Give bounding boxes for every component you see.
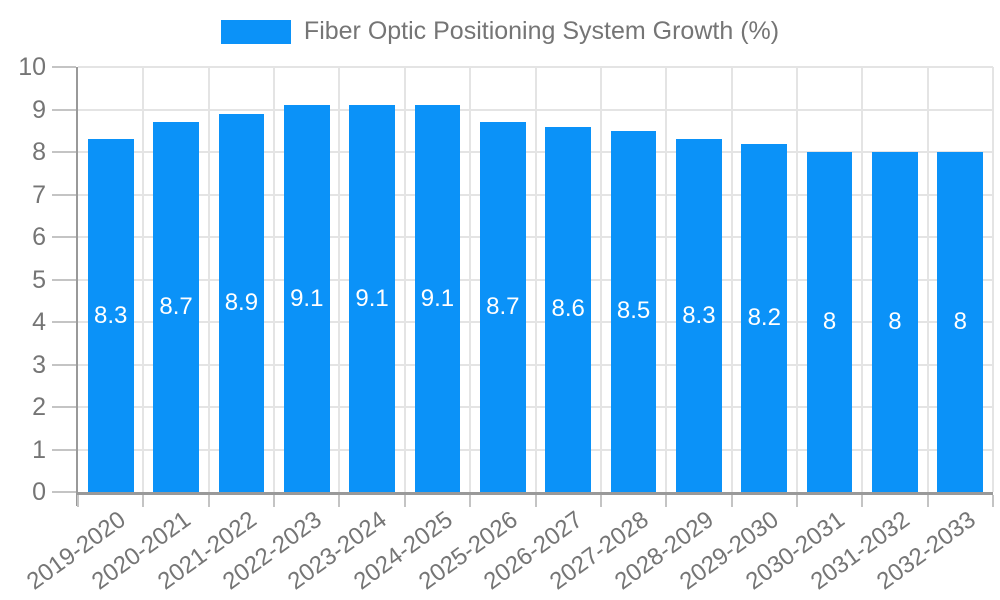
x-tick [403,495,406,507]
y-tick-label: 1 [32,435,46,464]
gridline-vertical [795,67,798,492]
gridline-vertical [730,67,733,492]
bar-value-label: 8.2 [747,303,781,331]
bar-value-label: 8.3 [682,301,716,329]
x-tick [142,495,145,507]
y-tick-label: 3 [32,350,46,379]
x-tick [207,495,210,507]
bar[interactable]: 8.3 [87,139,134,492]
bar[interactable]: 8 [806,152,853,492]
y-tick-label: 2 [32,393,46,421]
gridline-vertical [142,67,145,492]
x-tick [992,495,994,507]
y-tick [52,193,76,196]
bar-value-label: 8.5 [616,297,651,325]
y-tick-label: 8 [32,138,46,166]
bar-value-label: 8.9 [224,288,259,316]
bar-value-label: 8 [888,308,902,335]
bar-value-label: 8.6 [551,295,585,323]
y-tick-label: 6 [32,223,46,251]
bar-value-label: 8.7 [159,293,193,321]
y-tick-label: 0 [32,478,46,506]
bar[interactable]: 8 [872,152,918,492]
y-tick [52,321,76,323]
y-tick [52,491,76,493]
bar[interactable]: 8.9 [218,113,265,492]
y-tick [52,278,76,281]
bar-value-label: 8.7 [486,293,520,321]
bar-value-label: 8 [822,308,837,335]
gridline-vertical [403,67,406,492]
gridline-vertical [861,67,864,492]
gridline-vertical [273,67,276,492]
bar[interactable]: 8.6 [545,126,592,492]
bar[interactable]: 8.5 [610,130,657,492]
bar-value-label: 8 [953,308,967,335]
y-axis-line [76,67,78,506]
x-tick [534,495,537,507]
gridline-vertical [338,67,341,492]
x-tick [926,495,929,507]
bar-value-label: 9.1 [290,284,324,312]
gridline-vertical [665,67,668,492]
y-tick-label: 10 [18,53,46,81]
legend-title: Fiber Optic Positioning System Growth (%… [303,17,780,45]
y-tick-label: 7 [32,180,46,209]
bar[interactable]: 8 [937,152,984,492]
y-tick-label: 9 [32,95,46,124]
x-tick [730,495,733,507]
y-tick [52,108,76,111]
gridline-vertical [926,67,929,492]
legend-swatch [220,19,291,44]
y-tick [52,406,76,408]
bar[interactable]: 9.1 [414,105,461,492]
x-tick [599,495,602,507]
bar-value-label: 9.1 [420,284,455,312]
y-tick [52,151,76,153]
gridline-vertical [207,67,210,492]
gridline-vertical [534,67,537,492]
gridline-vertical [599,67,602,492]
bar[interactable]: 8.2 [741,143,788,492]
y-tick-label: 5 [32,265,46,294]
y-tick [52,236,76,238]
bar-value-label: 8.3 [93,301,128,329]
gridline-vertical [469,67,472,492]
y-tick [52,363,76,366]
y-tick [52,66,76,68]
gridline-vertical [992,67,994,492]
x-tick [469,495,472,507]
x-tick [338,495,341,507]
x-tick [665,495,668,507]
bar[interactable]: 8.3 [676,139,722,492]
bar[interactable]: 8.7 [153,122,199,492]
bar[interactable]: 9.1 [349,105,395,492]
bar[interactable]: 8.7 [479,122,526,492]
bar[interactable]: 9.1 [283,105,330,492]
x-tick [861,495,864,507]
x-tick [77,495,79,507]
x-tick [795,495,798,507]
x-axis-line [76,492,993,495]
legend[interactable]: Fiber Optic Positioning System Growth (%… [0,17,1000,46]
y-tick-label: 4 [32,308,46,336]
y-tick [52,448,76,451]
bar-value-label: 9.1 [355,284,389,312]
x-tick [273,495,276,507]
plot-area: 8.3 8.7 8.9 9.1 9.1 9.1 8.7 8.6 8.5 8.3 8.2 8 8 8 [78,66,994,492]
